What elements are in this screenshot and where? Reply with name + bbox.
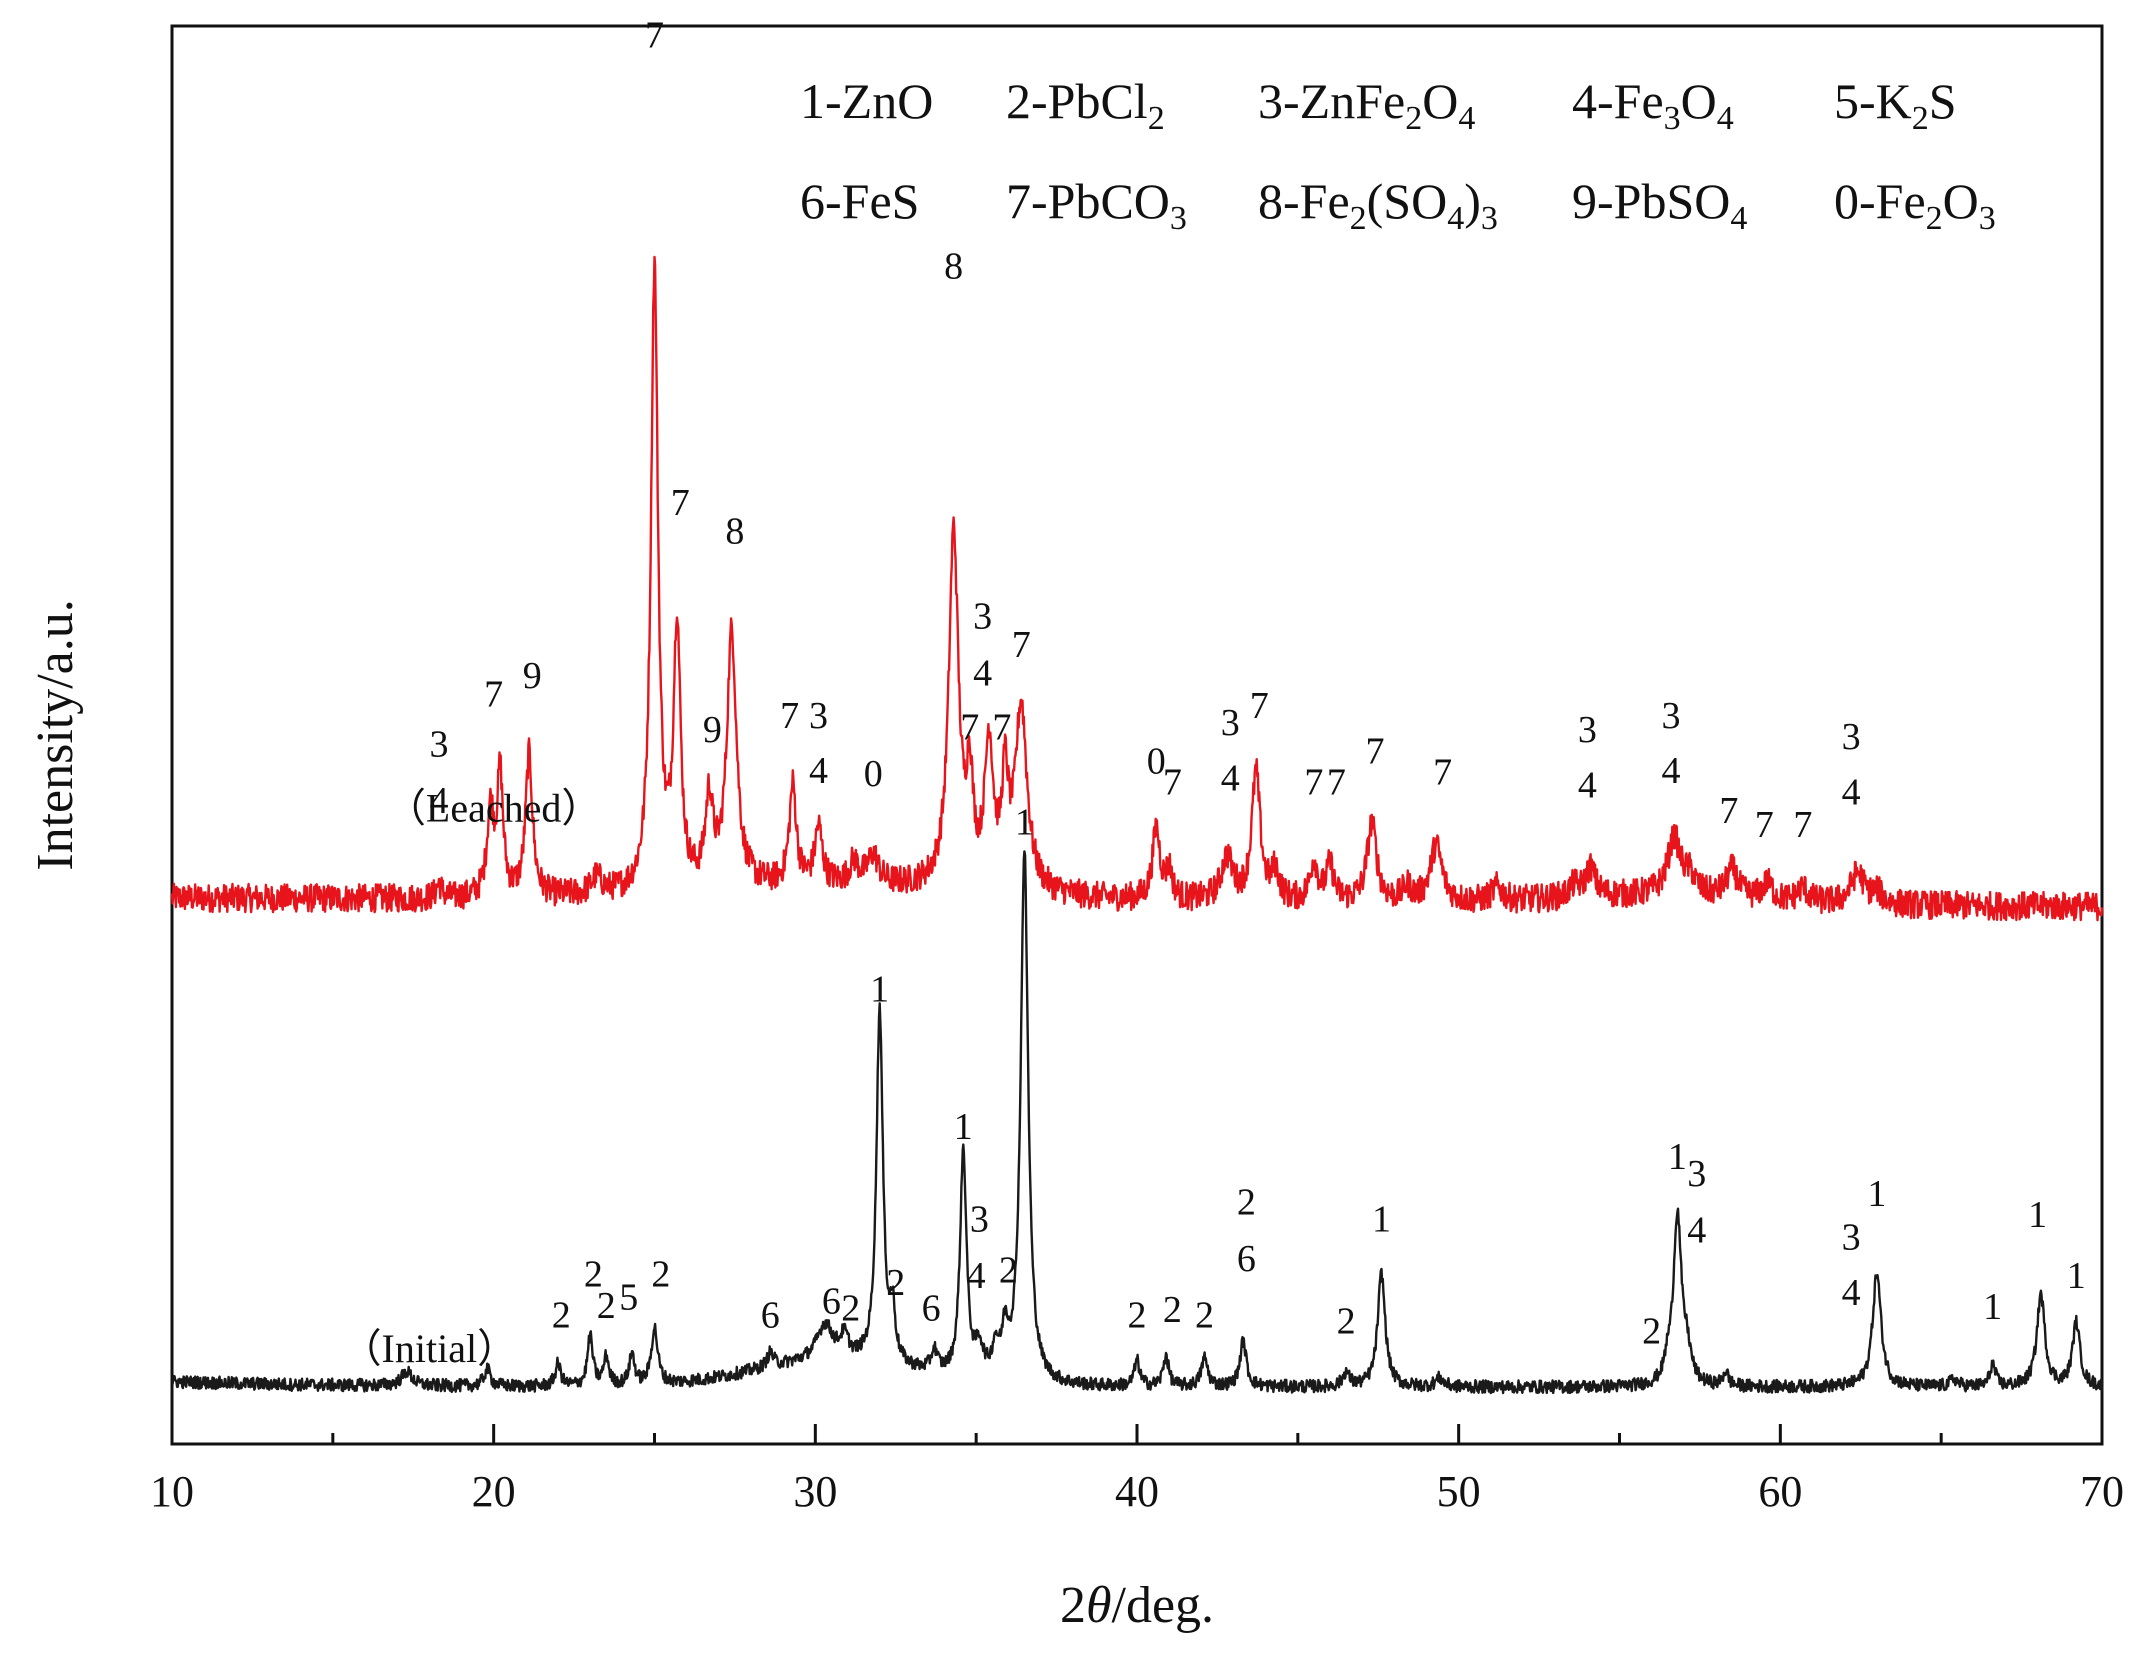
peak-label: 7 <box>960 706 979 748</box>
peak-label: 7 <box>1755 804 1774 846</box>
series-layer: （Leached） （Initial） <box>170 255 2104 1395</box>
peak-label: 4 <box>967 1255 986 1297</box>
legend-entry-7: 7-PbCO3 <box>1006 173 1187 237</box>
peak-label: 0 <box>1147 740 1166 782</box>
peak-label: 7 <box>1304 762 1323 804</box>
peak-label: 1 <box>2028 1194 2047 1236</box>
x-tick-label: 40 <box>1115 1467 1159 1516</box>
legend-entry-2: 2-PbCl2 <box>1006 73 1165 137</box>
series-trace-1 <box>171 850 2104 1395</box>
peak-label: 5 <box>619 1276 638 1318</box>
peak-label: 6 <box>1237 1238 1256 1280</box>
peak-label: 2 <box>651 1254 670 1296</box>
plot-frame <box>170 24 2104 1446</box>
peak-label: 3 <box>1221 702 1240 744</box>
peak-label: 2 <box>999 1249 1018 1291</box>
legend-entry-4: 4-Fe3O4 <box>1572 73 1734 137</box>
peak-label: 3 <box>429 723 448 765</box>
x-tick-label: 20 <box>472 1467 516 1516</box>
peak-label: 6 <box>761 1295 780 1337</box>
x-axis-title: 2θ/deg. <box>1060 1577 1214 1634</box>
peak-label: 4 <box>1842 771 1861 813</box>
peak-label: 1 <box>1372 1198 1391 1240</box>
peak-label: 7 <box>484 674 503 716</box>
peak-label: 3 <box>973 596 992 638</box>
peak-label: 7 <box>1012 624 1031 666</box>
peak-label: 7 <box>671 482 690 524</box>
peak-label: 2 <box>1128 1295 1147 1337</box>
peak-label: 9 <box>703 709 722 751</box>
x-tick-label: 30 <box>793 1467 837 1516</box>
legend-entry-9: 9-PbSO4 <box>1572 173 1747 237</box>
peak-label: 6 <box>922 1288 941 1330</box>
peak-label: 7 <box>992 706 1011 748</box>
legend-entry-8: 8-Fe2(SO4)3 <box>1258 173 1498 237</box>
peak-label: 3 <box>809 695 828 737</box>
peak-label: 7 <box>1793 804 1812 846</box>
peak-label: 6 <box>822 1281 841 1323</box>
peak-label: 4 <box>429 780 448 822</box>
peak-label: 1 <box>954 1106 973 1148</box>
peak-label: 4 <box>1661 750 1680 792</box>
peak-label: 4 <box>1221 757 1240 799</box>
peak-label: 7 <box>1366 730 1385 772</box>
peak-label: 7 <box>1163 762 1182 804</box>
legend-entry-0: 0-Fe2O3 <box>1834 173 1996 237</box>
peak-label: 8 <box>725 511 744 553</box>
legend-entry-3: 3-ZnFe2O4 <box>1258 73 1475 137</box>
peak-label: 4 <box>973 652 992 694</box>
peak-label: 4 <box>1578 764 1597 806</box>
peak-label: 3 <box>1687 1153 1706 1195</box>
peak-label: 2 <box>1337 1300 1356 1342</box>
peak-label: 4 <box>1687 1210 1706 1252</box>
peak-label: 2 <box>886 1262 905 1304</box>
peak-label: 1 <box>1668 1136 1687 1178</box>
series-name-1: （Initial） <box>342 1326 518 1371</box>
peak-label: 7 <box>645 14 664 56</box>
legend-entry-1: 1-ZnO <box>800 73 933 129</box>
x-tick-label: 70 <box>2080 1467 2124 1516</box>
legend: 1-ZnO 2-PbCl2 3-ZnFe2O4 4-Fe3O4 5-K2S 6-FeS 7-… <box>800 73 1996 237</box>
peak-label: 1 <box>1867 1173 1886 1215</box>
peak-label: 7 <box>1719 790 1738 832</box>
peak-label: 2 <box>552 1295 571 1337</box>
peak-label: 4 <box>809 750 828 792</box>
y-axis-title: Intensity/a.u. <box>27 599 84 871</box>
legend-entry-6: 6-FeS <box>800 173 919 229</box>
series-trace-0 <box>170 255 2104 922</box>
peak-label: 2 <box>1642 1310 1661 1352</box>
peak-label: 2 <box>841 1288 860 1330</box>
peak-label: 3 <box>1842 716 1861 758</box>
peak-label: 0 <box>864 753 883 795</box>
series-name-0: （Leached） <box>386 785 601 830</box>
peak-label: 1 <box>1015 801 1034 843</box>
x-tick-label: 50 <box>1437 1467 1481 1516</box>
peak-label: 2 <box>1163 1289 1182 1331</box>
peak-label: 7 <box>1250 685 1269 727</box>
peak-label: 4 <box>1842 1272 1861 1314</box>
peak-label: 2 <box>597 1285 616 1327</box>
peak-label: 9 <box>523 655 542 697</box>
peak-label: 3 <box>1578 709 1597 751</box>
peak-label: 1 <box>2067 1255 2086 1297</box>
peak-label: 3 <box>970 1198 989 1240</box>
legend-entry-5: 5-K2S <box>1834 73 1957 137</box>
peak-label: 2 <box>1237 1181 1256 1223</box>
x-tick-label: 60 <box>1758 1467 1802 1516</box>
peak-label: 2 <box>584 1254 603 1296</box>
x-tick-label: 10 <box>150 1467 194 1516</box>
peak-label: 8 <box>944 245 963 287</box>
peak-label: 3 <box>1661 695 1680 737</box>
peak-label: 1 <box>1983 1286 2002 1328</box>
peak-label: 1 <box>870 969 889 1011</box>
peak-label: 7 <box>1327 762 1346 804</box>
x-axis: 10 20 30 40 50 60 70 <box>150 1424 2124 1516</box>
peak-label: 7 <box>780 695 799 737</box>
peak-label: 3 <box>1842 1217 1861 1259</box>
peak-label: 2 <box>1195 1295 1214 1337</box>
peak-label: 7 <box>1433 752 1452 794</box>
